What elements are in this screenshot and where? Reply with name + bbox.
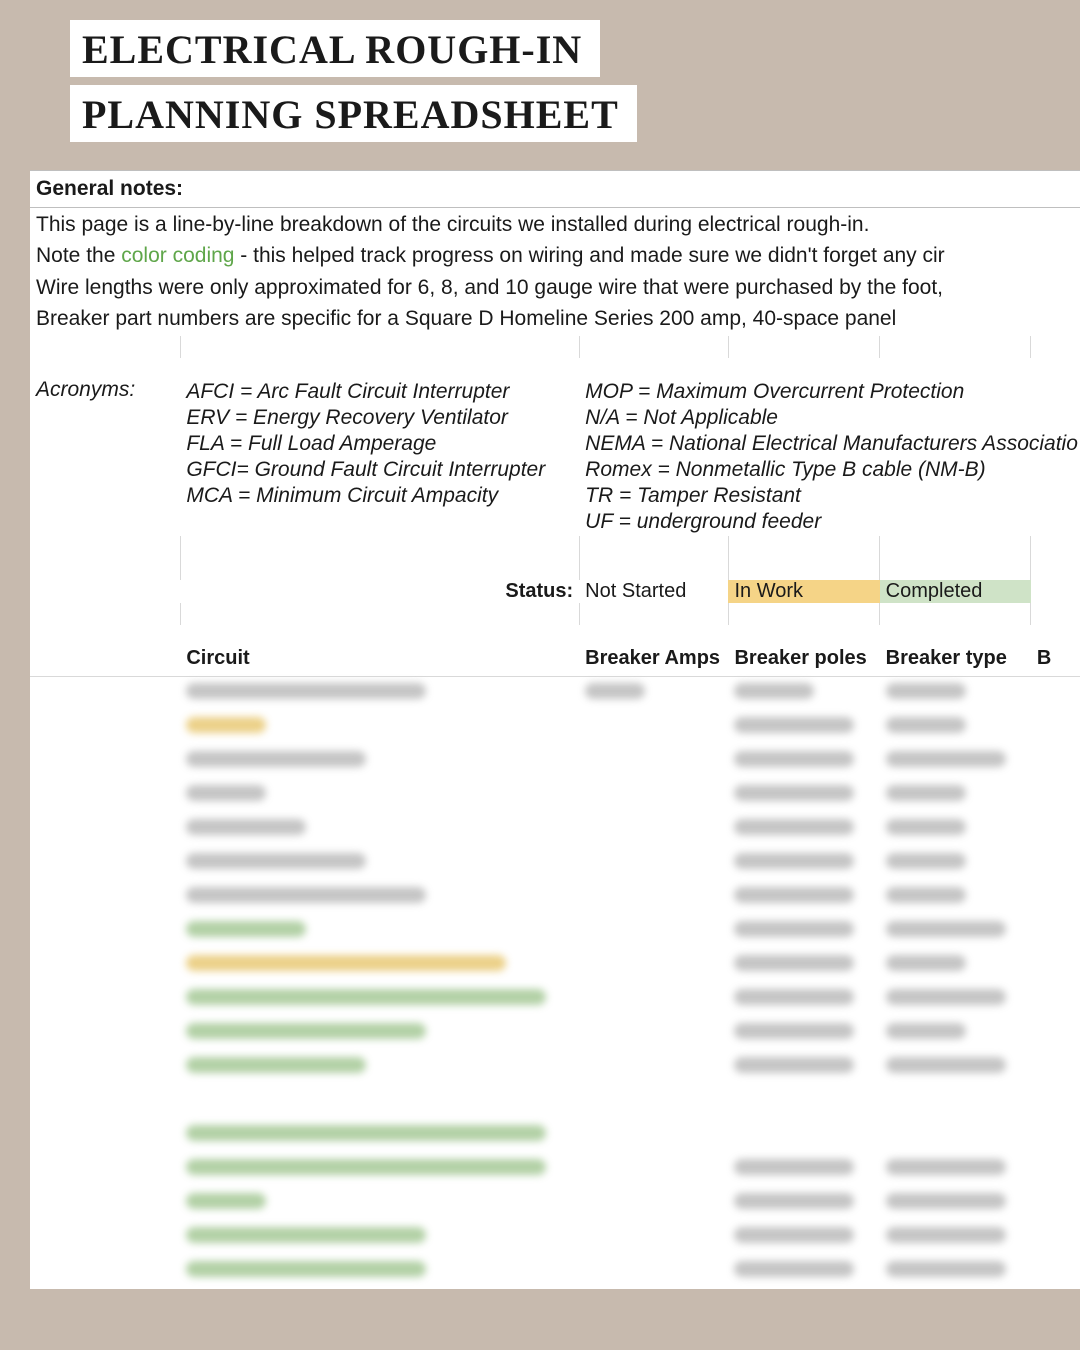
acronym-item: N/A = Not Applicable: [585, 406, 1080, 430]
table-row[interactable]: [30, 1051, 1080, 1085]
table-row[interactable]: [30, 1255, 1080, 1289]
title-line-2: PLANNING SPREADSHEET: [70, 85, 637, 142]
status-completed[interactable]: Completed: [880, 580, 1031, 603]
table-row[interactable]: [30, 1153, 1080, 1187]
table-row[interactable]: [30, 847, 1080, 881]
general-notes-header: General notes:: [30, 171, 1080, 208]
table-row[interactable]: [30, 745, 1080, 779]
acronym-item: NEMA = National Electrical Manufacturers…: [585, 432, 1080, 456]
acronyms-label: Acronyms:: [30, 358, 180, 536]
note-line: This page is a line-by-line breakdown of…: [36, 211, 1080, 239]
general-notes-label: General notes:: [30, 171, 579, 208]
acronyms-row: Acronyms: AFCI = Arc Fault Circuit Inter…: [30, 358, 1080, 536]
note-line: Wire lengths were only approximated for …: [36, 274, 1080, 302]
acronym-item: ERV = Energy Recovery Ventilator: [186, 406, 573, 430]
table-row[interactable]: [30, 949, 1080, 983]
table-row[interactable]: [30, 779, 1080, 813]
table-row[interactable]: [30, 881, 1080, 915]
table-row[interactable]: [30, 677, 1080, 712]
table-row[interactable]: [30, 711, 1080, 745]
table-row[interactable]: [30, 1221, 1080, 1255]
column-headers: Circuit Breaker Amps Breaker poles Break…: [30, 625, 1080, 677]
acronym-item: FLA = Full Load Amperage: [186, 432, 573, 456]
note-line: Breaker part numbers are specific for a …: [36, 305, 1080, 333]
status-in-work[interactable]: In Work: [728, 580, 879, 603]
table-row[interactable]: [30, 1119, 1080, 1153]
table-row[interactable]: [30, 983, 1080, 1017]
note-line: Note the color coding - this helped trac…: [36, 242, 1080, 270]
table-row[interactable]: [30, 915, 1080, 949]
col-b[interactable]: B: [1031, 625, 1080, 677]
general-notes: This page is a line-by-line breakdown of…: [30, 208, 1080, 337]
table-row[interactable]: [30, 1085, 1080, 1119]
col-breaker-amps[interactable]: Breaker Amps: [579, 625, 728, 677]
status-not-started[interactable]: Not Started: [579, 580, 728, 603]
page-title: ELECTRICAL ROUGH-IN PLANNING SPREADSHEET: [70, 20, 637, 150]
status-legend: Status: Not Started In Work Completed: [30, 580, 1080, 603]
spreadsheet[interactable]: General notes: This page is a line-by-li…: [30, 170, 1080, 1289]
status-label: Status:: [180, 580, 579, 603]
acronym-item: Romex = Nonmetallic Type B cable (NM-B): [585, 458, 1080, 482]
acronym-item: UF = underground feeder: [585, 510, 1080, 534]
acronym-item: AFCI = Arc Fault Circuit Interrupter: [186, 380, 573, 404]
table-row[interactable]: [30, 813, 1080, 847]
col-breaker-type[interactable]: Breaker type: [880, 625, 1031, 677]
table-row[interactable]: [30, 1017, 1080, 1051]
table-row[interactable]: [30, 1187, 1080, 1221]
acronym-item: GFCI= Ground Fault Circuit Interrupter: [186, 458, 573, 482]
col-circuit[interactable]: Circuit: [180, 625, 579, 677]
title-line-1: ELECTRICAL ROUGH-IN: [70, 20, 600, 77]
acronym-item: MOP = Maximum Overcurrent Protection: [585, 380, 1080, 404]
col-breaker-poles[interactable]: Breaker poles: [728, 625, 879, 677]
acronym-item: MCA = Minimum Circuit Ampacity: [186, 484, 573, 508]
acronym-item: TR = Tamper Resistant: [585, 484, 1080, 508]
